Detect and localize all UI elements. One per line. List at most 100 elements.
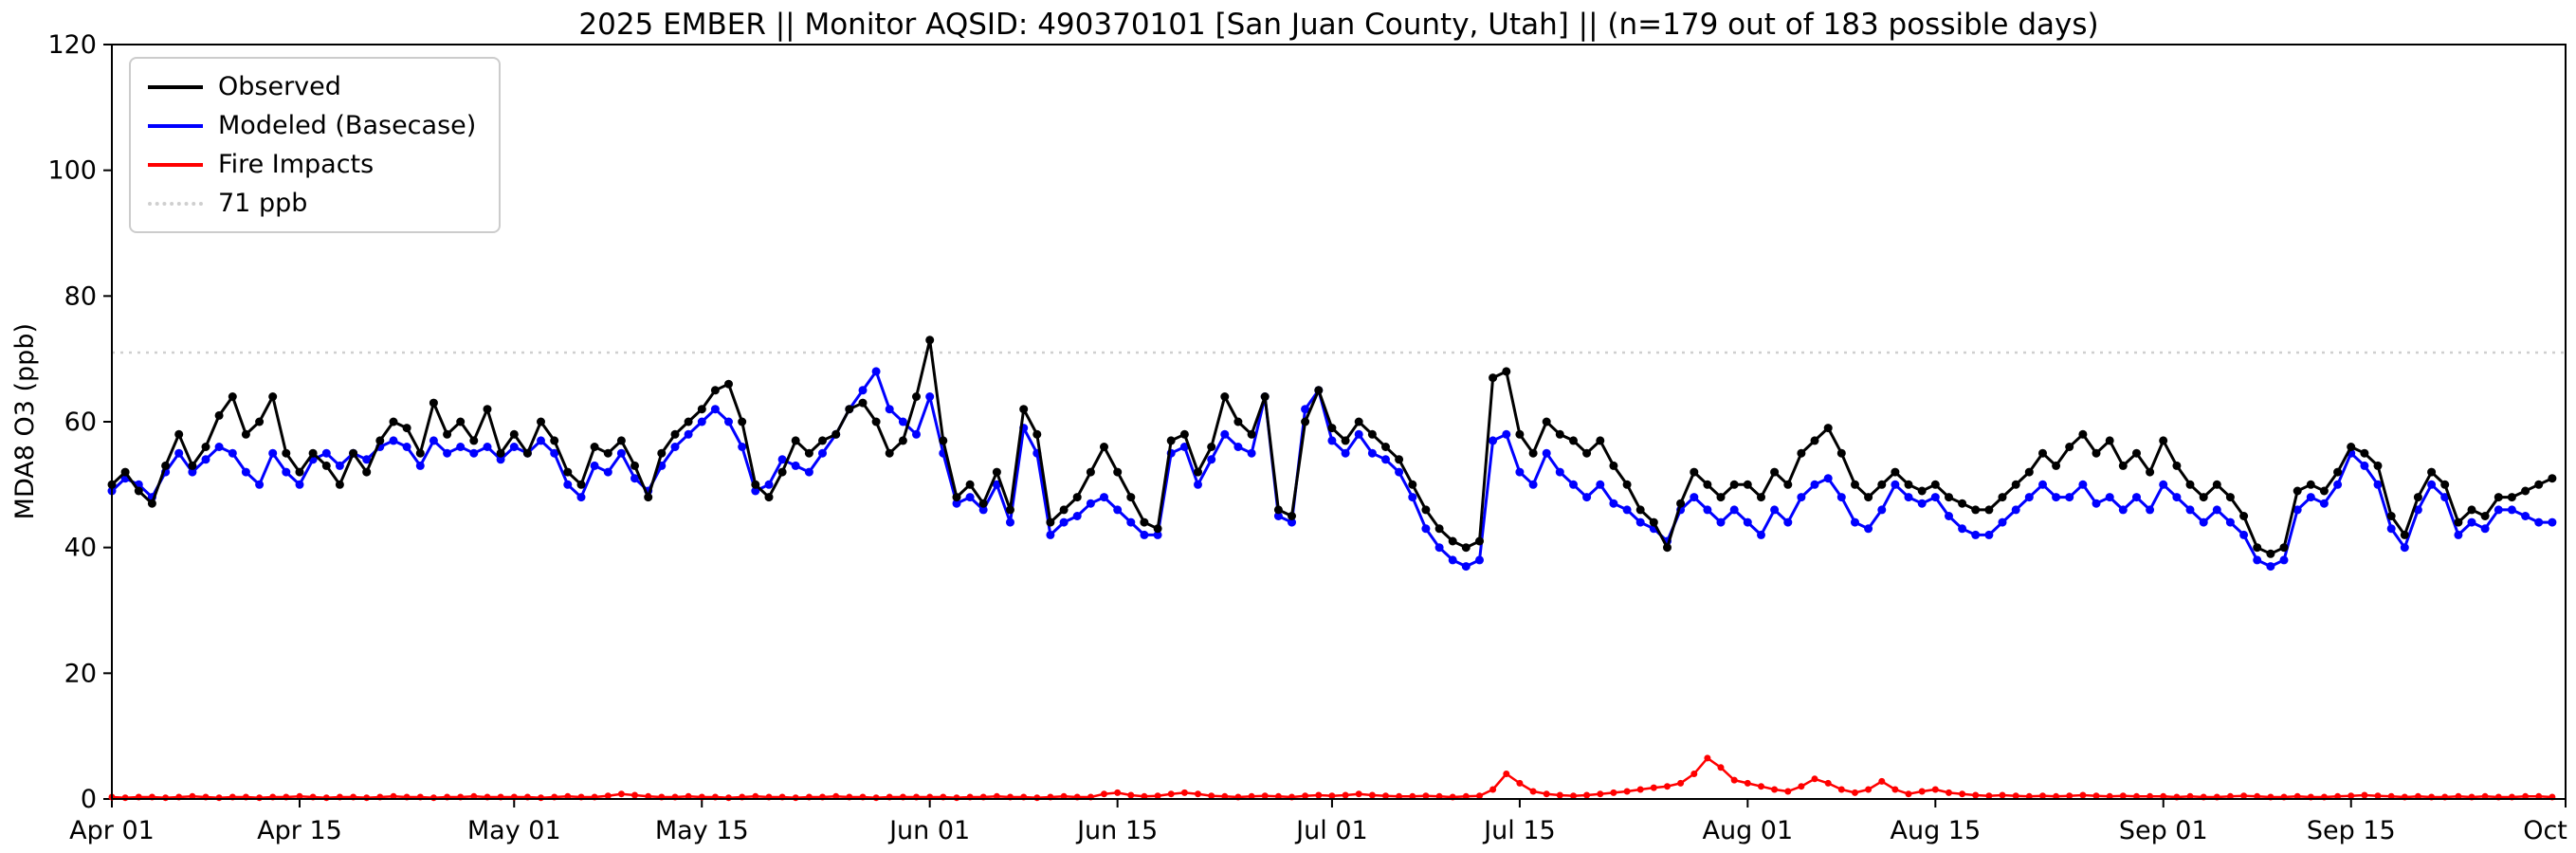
data-point xyxy=(818,436,827,445)
data-point xyxy=(241,429,250,439)
data-point xyxy=(1101,790,1107,798)
data-point xyxy=(1622,480,1632,489)
y-tick-label: 100 xyxy=(47,156,97,186)
data-point xyxy=(2360,448,2369,458)
series-line-modeled-basecase- xyxy=(110,370,2552,569)
data-point xyxy=(898,417,907,426)
data-point xyxy=(1878,777,1886,785)
plot-border xyxy=(111,44,2567,800)
threshold-line-swatch xyxy=(148,201,203,206)
data-point xyxy=(576,480,586,489)
data-point xyxy=(1930,480,1940,489)
data-point xyxy=(1327,424,1337,433)
data-point xyxy=(1114,789,1122,796)
data-point xyxy=(2132,448,2141,458)
data-point xyxy=(335,480,344,489)
data-point xyxy=(1556,791,1563,799)
x-tick-label: Sep 15 xyxy=(2307,816,2396,845)
data-point xyxy=(1783,517,1793,527)
data-point xyxy=(2548,474,2557,483)
data-point xyxy=(1810,436,1819,445)
data-point xyxy=(2333,467,2343,477)
data-point xyxy=(1448,536,1457,546)
data-point xyxy=(201,443,210,451)
data-point xyxy=(751,486,760,496)
data-point xyxy=(1421,524,1431,534)
data-point xyxy=(550,448,559,458)
data-point xyxy=(1972,791,1980,799)
data-point xyxy=(2079,791,2087,799)
data-point xyxy=(1999,791,2006,799)
legend-label-fire: Fire Impacts xyxy=(218,150,375,179)
data-point xyxy=(496,448,505,458)
data-point xyxy=(256,794,264,802)
data-point xyxy=(2279,543,2289,553)
data-point xyxy=(2024,493,2034,502)
data-point xyxy=(616,436,626,445)
data-point xyxy=(1582,448,1592,458)
data-point xyxy=(1046,517,1055,527)
x-tick-label: May 15 xyxy=(655,816,749,845)
data-point xyxy=(2293,486,2302,496)
data-point xyxy=(1904,480,1913,489)
data-point xyxy=(1315,791,1323,799)
fire-line-swatch xyxy=(148,162,203,167)
data-point xyxy=(2239,530,2249,539)
data-point xyxy=(456,417,466,426)
data-point xyxy=(509,429,519,439)
data-point xyxy=(2118,505,2128,515)
data-point xyxy=(1743,517,1752,527)
data-point xyxy=(469,448,479,458)
data-point xyxy=(831,429,841,439)
data-point xyxy=(2199,493,2208,502)
x-tick-label: Apr 01 xyxy=(69,816,155,845)
data-point xyxy=(1998,493,2007,502)
data-point xyxy=(1823,424,1833,433)
data-point xyxy=(1233,417,1243,426)
data-point xyxy=(1636,786,1644,793)
data-point xyxy=(1864,524,1873,534)
data-point xyxy=(992,480,1001,489)
data-point xyxy=(1609,499,1618,508)
data-point xyxy=(1301,405,1310,414)
data-point xyxy=(697,417,706,426)
data-point xyxy=(1664,783,1671,790)
data-point xyxy=(1327,436,1337,445)
data-point xyxy=(1046,530,1055,539)
data-point xyxy=(1489,373,1498,383)
data-point xyxy=(2361,791,2368,799)
data-point xyxy=(2239,512,2249,520)
data-point xyxy=(2185,480,2195,489)
data-point xyxy=(174,448,184,458)
data-point xyxy=(375,436,385,445)
data-point xyxy=(1555,467,1564,477)
data-point xyxy=(898,436,907,445)
data-point xyxy=(2159,480,2168,489)
data-point xyxy=(1703,480,1712,489)
data-point xyxy=(1395,467,1404,477)
legend: Observed Modeled (Basecase) Fire Impacts… xyxy=(129,57,502,233)
data-point xyxy=(295,467,304,477)
data-point xyxy=(174,429,184,439)
data-point xyxy=(1770,467,1780,477)
x-tick-label: Jun 15 xyxy=(1075,816,1158,845)
data-point xyxy=(429,794,437,802)
data-point xyxy=(389,436,398,445)
data-point xyxy=(1368,791,1376,799)
data-point xyxy=(1461,562,1471,572)
data-point xyxy=(603,467,612,477)
data-point xyxy=(697,405,706,414)
data-point xyxy=(1367,429,1377,439)
data-point xyxy=(1959,790,1966,798)
data-point xyxy=(2011,505,2020,515)
data-point xyxy=(1194,467,1202,477)
data-point xyxy=(1502,429,1511,439)
data-point xyxy=(1877,480,1887,489)
data-point xyxy=(791,436,800,445)
data-point xyxy=(1958,499,1967,508)
data-point xyxy=(1690,467,1699,477)
data-point xyxy=(2146,505,2155,515)
data-point xyxy=(1543,790,1550,798)
data-point xyxy=(1179,443,1189,451)
data-point xyxy=(1261,792,1269,800)
